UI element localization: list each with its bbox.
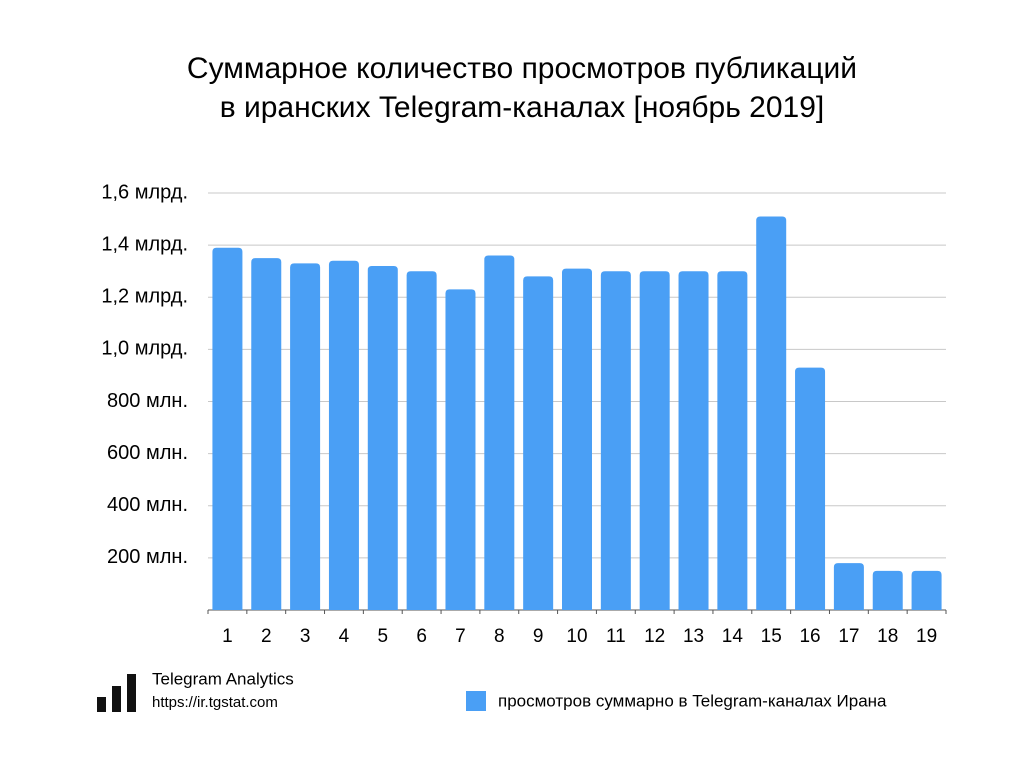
bar	[833, 563, 864, 610]
x-tick-label: 2	[261, 626, 272, 647]
brand-logo	[97, 674, 136, 712]
brand-name: Telegram Analytics	[152, 669, 294, 688]
x-tick-label: 6	[416, 626, 427, 647]
x-tick-label: 14	[722, 626, 744, 647]
x-tick-label: 5	[378, 626, 389, 647]
y-tick-label: 800 млн.	[107, 390, 188, 412]
x-tick-label: 13	[683, 626, 704, 647]
bar	[872, 570, 903, 610]
bar	[523, 276, 554, 610]
bar	[911, 570, 942, 610]
x-tick-label: 12	[644, 626, 665, 647]
y-tick-label: 400 млн.	[107, 494, 188, 516]
bar	[251, 258, 282, 610]
bar	[290, 263, 321, 610]
bar	[484, 255, 515, 611]
x-tick-label: 3	[300, 626, 311, 647]
bar	[445, 289, 476, 610]
bar	[678, 271, 709, 610]
x-tick-label: 18	[877, 626, 898, 647]
y-tick-label: 1,2 млрд.	[101, 286, 188, 308]
bar	[328, 260, 359, 610]
x-tick-label: 11	[606, 626, 626, 647]
chart-title: в иранских Telegram-каналах [ноябрь 2019…	[220, 91, 825, 124]
y-tick-label: 200 млн.	[107, 546, 188, 568]
x-tick-label: 19	[916, 626, 937, 647]
y-tick-label: 1,6 млрд.	[101, 181, 188, 203]
y-tick-label: 600 млн.	[107, 442, 188, 464]
bar	[367, 265, 398, 610]
bar	[717, 271, 748, 610]
x-tick-label: 16	[799, 626, 820, 647]
x-tick-label: 10	[566, 626, 587, 647]
legend-swatch	[466, 691, 486, 711]
x-tick-label: 8	[494, 626, 505, 647]
bar	[562, 268, 592, 610]
bar	[639, 271, 670, 610]
bar	[212, 247, 243, 610]
legend-label: просмотров суммарно в Telegram-каналах И…	[498, 691, 887, 710]
bar	[756, 216, 787, 611]
x-tick-label: 9	[533, 626, 544, 647]
x-tick-label: 17	[838, 626, 859, 647]
x-tick-label: 4	[339, 626, 350, 647]
y-tick-label: 1,0 млрд.	[101, 338, 188, 360]
bar	[406, 271, 437, 610]
bar	[795, 367, 826, 610]
bar	[600, 271, 631, 610]
brand-url: https://ir.tgstat.com	[152, 694, 278, 711]
x-tick-label: 1	[222, 626, 233, 647]
x-tick-label: 7	[455, 626, 466, 647]
chart-title: Суммарное количество просмотров публикац…	[187, 52, 857, 85]
y-tick-label: 1,4 млрд.	[101, 233, 188, 255]
x-tick-label: 15	[761, 626, 782, 647]
